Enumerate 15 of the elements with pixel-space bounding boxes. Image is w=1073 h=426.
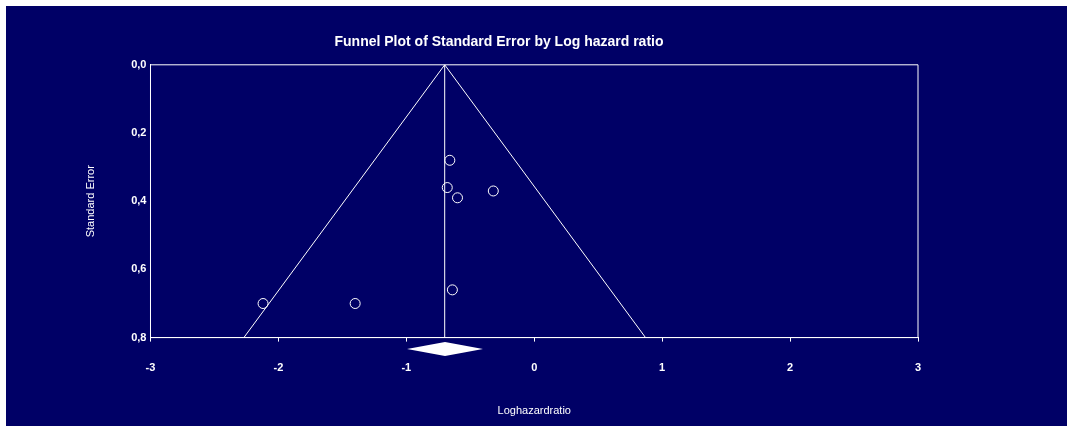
chart-title: Funnel Plot of Standard Error by Log hazard ratio — [334, 33, 664, 50]
x-tick-label: -3 — [145, 361, 156, 374]
x-tick-label: -2 — [273, 361, 284, 374]
y-tick-label: 0,4 — [131, 194, 148, 207]
y-tick-label: 0,0 — [131, 57, 147, 70]
x-tick-label: 0 — [531, 361, 538, 374]
x-tick-label: 1 — [659, 361, 666, 374]
y-axis-title: Standard Error — [83, 164, 96, 238]
y-tick-label: 0,6 — [131, 262, 147, 275]
x-tick-label: -1 — [401, 361, 412, 374]
x-tick-label: 2 — [787, 361, 794, 374]
y-tick-label: 0,2 — [131, 126, 147, 139]
y-tick-label: 0,8 — [131, 330, 147, 343]
x-tick-label: 3 — [914, 361, 922, 374]
x-axis-title: Loghazardratio — [497, 404, 571, 417]
